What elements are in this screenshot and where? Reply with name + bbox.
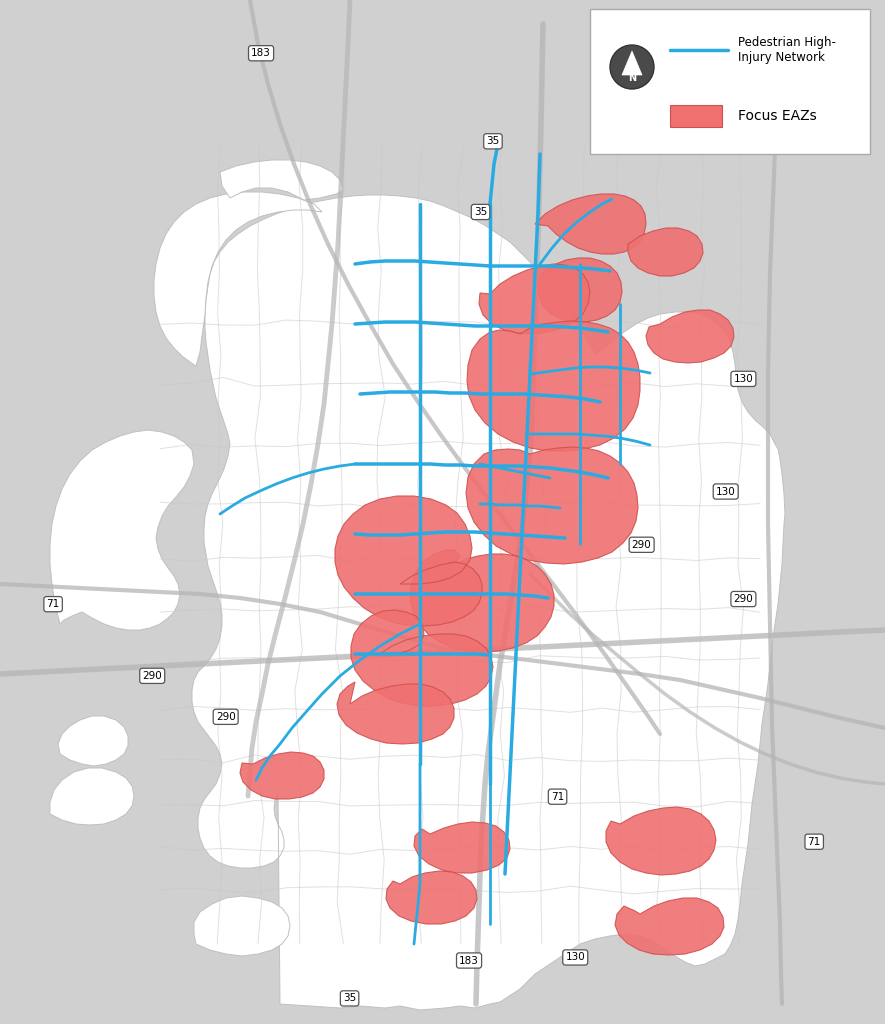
Text: 71: 71 <box>551 792 564 802</box>
Polygon shape <box>386 871 477 924</box>
Polygon shape <box>606 807 716 874</box>
Text: 130: 130 <box>716 486 735 497</box>
Text: 71: 71 <box>808 837 820 847</box>
Polygon shape <box>337 682 454 744</box>
Polygon shape <box>466 447 638 564</box>
Text: 290: 290 <box>142 671 162 681</box>
Polygon shape <box>194 896 290 956</box>
Circle shape <box>610 45 654 89</box>
Polygon shape <box>410 550 554 652</box>
Text: N: N <box>628 73 636 83</box>
Polygon shape <box>622 51 642 75</box>
FancyBboxPatch shape <box>590 9 870 154</box>
Text: Focus EAZs: Focus EAZs <box>738 110 817 123</box>
Polygon shape <box>628 228 703 276</box>
Polygon shape <box>50 430 194 630</box>
Polygon shape <box>615 898 724 955</box>
Polygon shape <box>479 264 590 334</box>
Polygon shape <box>351 610 493 706</box>
Polygon shape <box>58 716 128 766</box>
Polygon shape <box>535 194 646 254</box>
Text: 71: 71 <box>47 599 59 609</box>
Polygon shape <box>50 768 134 825</box>
Text: 35: 35 <box>474 207 487 217</box>
Polygon shape <box>154 193 322 366</box>
Polygon shape <box>335 496 482 626</box>
Text: 35: 35 <box>487 136 499 146</box>
Text: 290: 290 <box>632 540 651 550</box>
Polygon shape <box>467 321 640 451</box>
Text: 35: 35 <box>343 993 356 1004</box>
Polygon shape <box>192 195 785 1010</box>
Text: 290: 290 <box>734 594 753 604</box>
Polygon shape <box>538 258 622 322</box>
Text: 183: 183 <box>251 48 271 58</box>
Polygon shape <box>220 160 344 200</box>
Text: 290: 290 <box>216 712 235 722</box>
Polygon shape <box>414 822 510 873</box>
Text: 130: 130 <box>566 952 585 963</box>
Bar <box>670 105 722 127</box>
Polygon shape <box>240 752 324 799</box>
Text: 183: 183 <box>459 955 479 966</box>
Text: 130: 130 <box>734 374 753 384</box>
Polygon shape <box>646 310 734 362</box>
Text: Pedestrian High-
Injury Network: Pedestrian High- Injury Network <box>738 36 835 63</box>
